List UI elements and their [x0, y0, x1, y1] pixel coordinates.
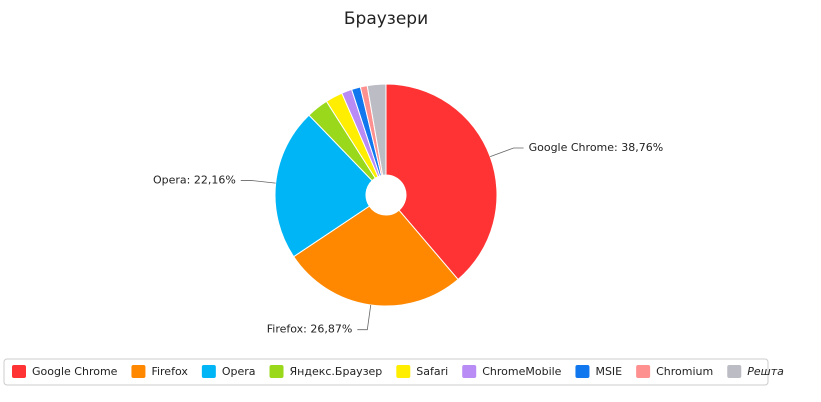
- legend-swatch: [201, 365, 216, 378]
- legend-swatch: [636, 365, 651, 378]
- chart-title: Браузери: [344, 9, 428, 29]
- legend-swatch: [269, 365, 284, 378]
- legend-label: Opera: [222, 365, 256, 378]
- legend-swatch: [396, 365, 411, 378]
- legend-swatch: [131, 365, 146, 378]
- pie-slice: [385, 83, 498, 281]
- label-leader: [490, 147, 524, 157]
- legend-swatch: [12, 365, 26, 378]
- legend-label: Firefox: [151, 365, 188, 378]
- data-label: Firefox: 26,87%: [267, 323, 353, 336]
- data-label: Google Chrome: 38,76%: [529, 141, 664, 154]
- pie-slice: [292, 205, 459, 307]
- pie-slice: [366, 83, 387, 176]
- legend-label: Safari: [416, 365, 448, 378]
- label-leader: [240, 180, 276, 184]
- legend-box: [3, 358, 769, 386]
- legend-label: Решта: [747, 365, 784, 378]
- legend-label: Google Chrome: [32, 365, 118, 378]
- legend-swatch: [462, 365, 477, 378]
- pie-slice: [274, 114, 373, 258]
- label-leader: [357, 304, 372, 331]
- data-label: Opera: 22,16%: [153, 173, 236, 186]
- legend-swatch: [575, 365, 590, 378]
- legend-label: Chromium: [656, 365, 713, 378]
- legend-label: MSIE: [595, 365, 622, 378]
- legend-label: Яндекс.Браузер: [290, 365, 383, 378]
- legend-label: ChromeMobile: [482, 365, 561, 378]
- legend-swatch: [727, 365, 742, 378]
